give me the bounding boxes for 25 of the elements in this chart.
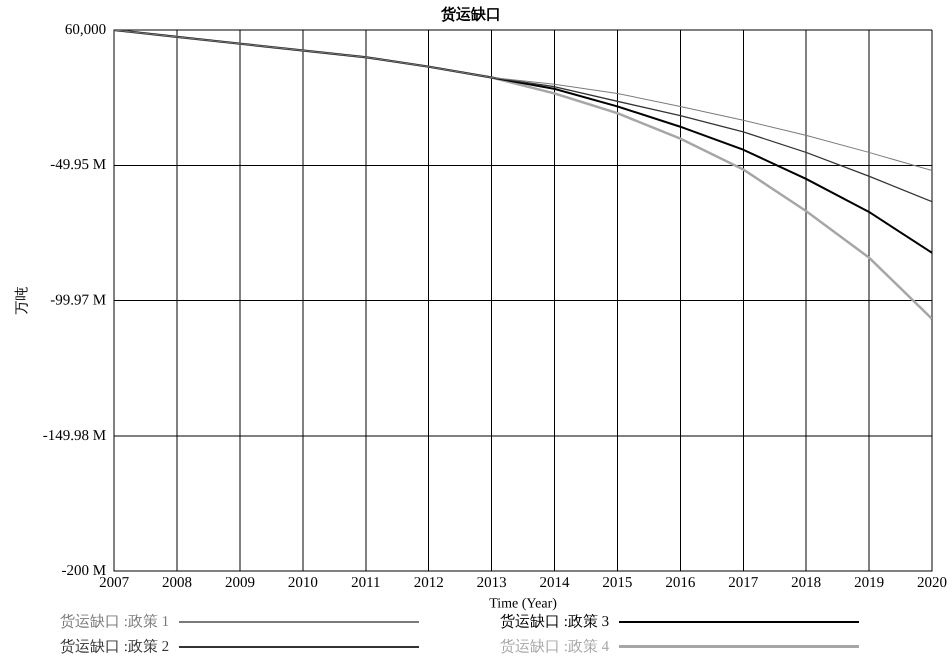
x-tick-label: 2013 [476, 575, 507, 592]
x-tick-label: 2012 [414, 575, 444, 592]
y-tick-label: -149.98 M [42, 428, 106, 444]
text: 货运缺口 :政策 3 [500, 612, 610, 631]
text: 货运缺口 :政策 4 [500, 638, 610, 656]
x-tick-label: 2015 [602, 575, 632, 592]
x-tick-label: 2019 [854, 575, 884, 592]
y-tick-label: -99.97 M [50, 292, 106, 309]
x-tick-label: 2016 [665, 575, 696, 592]
x-tick-label: 2011 [351, 575, 381, 592]
x-axis-title: Time (Year) [489, 596, 558, 612]
text: 货运缺口 :政策 1 [60, 612, 170, 631]
x-tick-label: 2014 [540, 575, 570, 592]
text: 货运缺口 :政策 2 [60, 638, 170, 656]
x-tick-label: 2008 [162, 575, 192, 592]
x-tick-label: 2020 [917, 575, 947, 592]
y-tick-label: -49.95 M [50, 157, 106, 174]
y-axis-title: 万吨 [14, 286, 30, 315]
chart-title: 货运缺口 [440, 6, 501, 23]
x-tick-label: 2007 [99, 575, 130, 592]
x-tick-label: 2017 [728, 575, 759, 592]
x-tick-label: 2018 [791, 575, 822, 592]
y-tick-label: 60,000 [64, 22, 106, 38]
x-tick-label: 2010 [288, 575, 318, 592]
x-tick-label: 2009 [224, 575, 255, 592]
